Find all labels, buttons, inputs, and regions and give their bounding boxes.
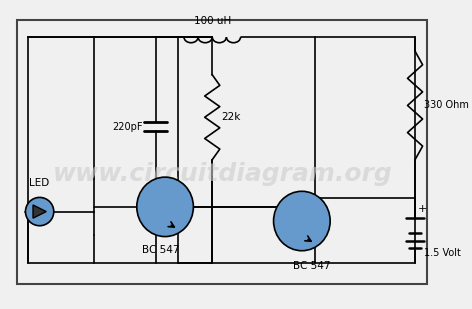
- Text: 1.5 Volt: 1.5 Volt: [424, 248, 461, 258]
- Text: 330 Ohm: 330 Ohm: [424, 100, 469, 110]
- Text: +: +: [418, 204, 427, 214]
- Ellipse shape: [274, 191, 330, 251]
- Text: BC 547: BC 547: [142, 245, 179, 255]
- Ellipse shape: [137, 177, 194, 237]
- Text: LED: LED: [29, 178, 50, 188]
- Text: 100 uH: 100 uH: [194, 16, 231, 26]
- Circle shape: [25, 197, 54, 226]
- Text: www.circuitdiagram.org: www.circuitdiagram.org: [53, 162, 393, 186]
- Text: 220pF: 220pF: [112, 122, 143, 132]
- Text: 22k: 22k: [222, 112, 241, 122]
- Text: BC 547: BC 547: [293, 260, 330, 271]
- Polygon shape: [33, 205, 46, 218]
